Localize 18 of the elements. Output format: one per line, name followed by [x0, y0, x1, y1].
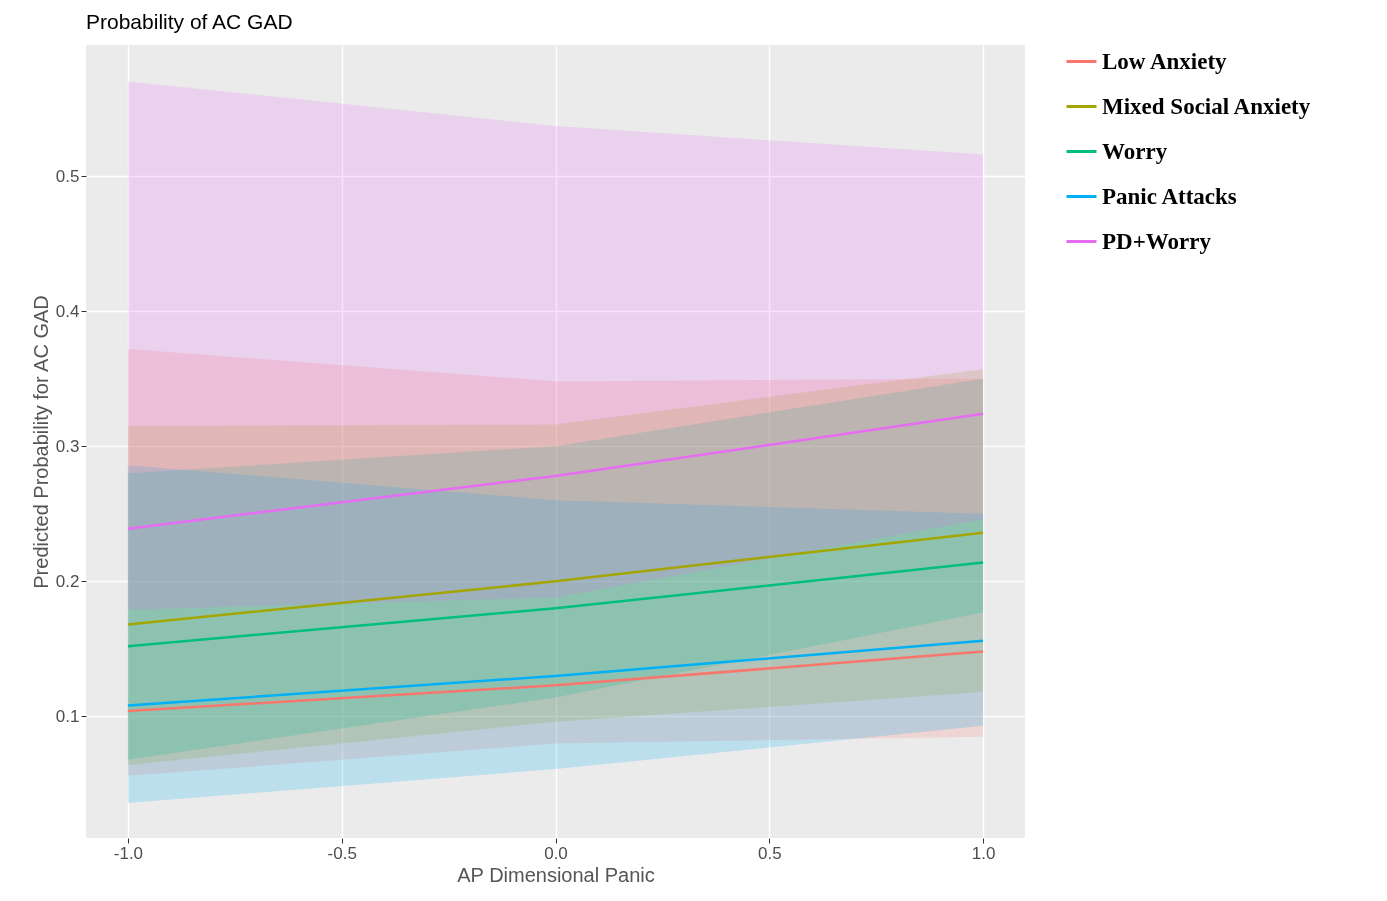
y-tick-label: 0.2 — [55, 571, 80, 591]
x-axis-title: AP Dimensional Panic — [457, 863, 655, 886]
x-tick-label: 1.0 — [971, 843, 996, 863]
chart-title: Probability of AC GAD — [86, 10, 293, 33]
y-axis-title: Predicted Probability for AC GAD — [29, 295, 52, 589]
y-tick-label: 0.1 — [55, 706, 80, 726]
x-tick-label: 0.0 — [544, 843, 568, 863]
x-tick-label: -0.5 — [327, 843, 357, 863]
legend-label: Low Anxiety — [1102, 48, 1228, 74]
y-tick-label: 0.4 — [55, 301, 80, 321]
x-tick-label: -1.0 — [113, 843, 144, 863]
legend-label: Mixed Social Anxiety — [1102, 93, 1311, 119]
legend-label: Panic Attacks — [1102, 183, 1237, 209]
y-tick-label: 0.5 — [55, 166, 80, 186]
legend-label: Worry — [1102, 138, 1168, 164]
legend-label: PD+Worry — [1102, 228, 1212, 254]
y-tick-label: 0.3 — [55, 436, 80, 456]
x-tick-label: 0.5 — [757, 843, 782, 863]
